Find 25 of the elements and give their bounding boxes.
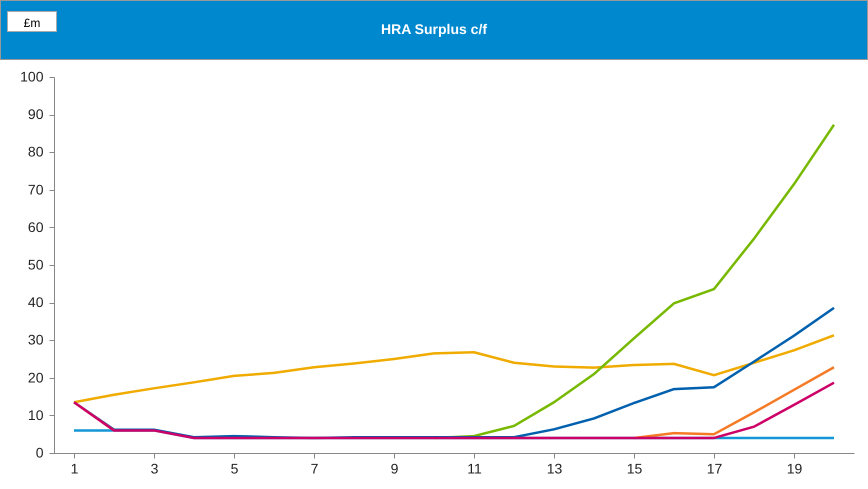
line-series	[72, 334, 836, 404]
y-tick-label: 30	[28, 332, 44, 348]
y-tick-label: 70	[28, 181, 44, 198]
y-tick-label: 0	[36, 444, 44, 460]
x-tick-label: 15	[626, 460, 642, 476]
x-tick-label: 7	[310, 460, 319, 476]
x-tick-label: 13	[546, 460, 562, 476]
y-axis-title: £m	[7, 11, 57, 32]
chart-title: HRA Surplus c/f	[380, 21, 488, 37]
x-tick-label: 11	[467, 460, 482, 476]
y-tick-label: 80	[28, 144, 44, 160]
y-tick-label: 50	[28, 256, 44, 272]
x-tick-label: 19	[786, 460, 802, 476]
y-tick-label: 10	[28, 406, 44, 423]
x-tick-label: 3	[150, 460, 159, 476]
y-tick-label: 40	[28, 294, 44, 310]
y-tick-label: 60	[28, 218, 44, 235]
y-tick-label: 90	[28, 106, 44, 122]
x-tick-label: 9	[390, 460, 399, 476]
line-series	[72, 381, 836, 440]
y-tick-label: 100	[20, 68, 44, 84]
x-tick-label: 17	[706, 460, 722, 476]
x-tick-label: 5	[230, 460, 239, 476]
x-tick-label: 1	[70, 460, 79, 476]
y-tick-label: 20	[28, 369, 44, 386]
